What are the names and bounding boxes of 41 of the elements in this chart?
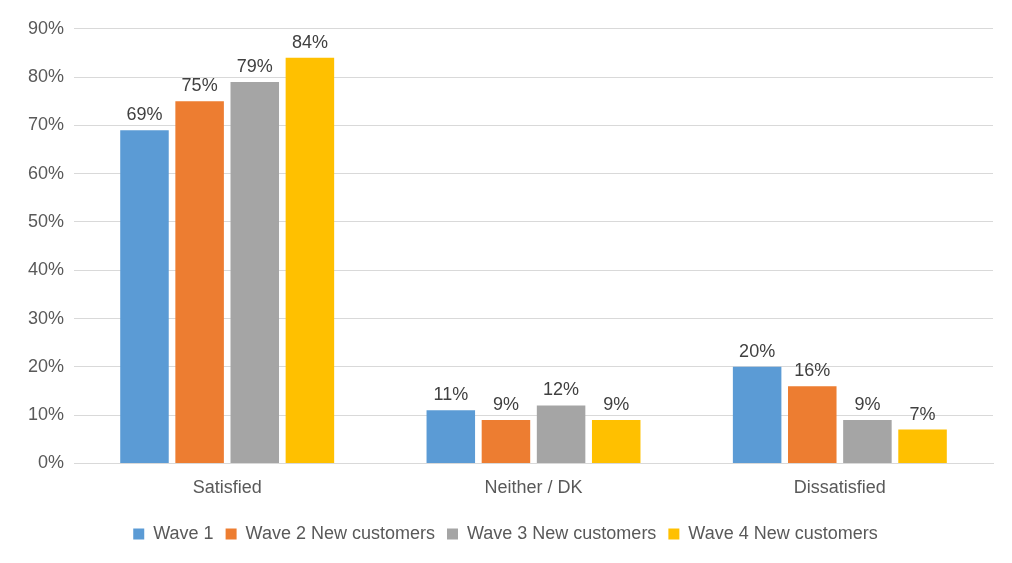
legend-label: Wave 1 bbox=[153, 522, 214, 543]
bar bbox=[481, 419, 531, 463]
data-label: 75% bbox=[181, 75, 218, 96]
legend-label: Wave 3 New customers bbox=[466, 522, 657, 543]
data-label: 9% bbox=[492, 393, 519, 414]
data-label: 16% bbox=[794, 360, 831, 381]
bar bbox=[175, 101, 224, 463]
x-tick-label: Dissatisfied bbox=[793, 477, 886, 498]
y-tick-label: 60% bbox=[28, 162, 65, 183]
data-label: 69% bbox=[126, 104, 163, 125]
legend-label: Wave 4 New customers bbox=[688, 522, 878, 543]
y-tick-label: 30% bbox=[28, 307, 65, 328]
data-label: 11% bbox=[433, 384, 469, 405]
data-label: 84% bbox=[291, 31, 328, 52]
y-tick-label: 10% bbox=[28, 404, 65, 425]
bar bbox=[843, 419, 892, 463]
bar bbox=[120, 130, 169, 463]
y-tick-label: 80% bbox=[28, 66, 65, 87]
y-tick-label: 20% bbox=[28, 355, 65, 376]
y-tick-label: 50% bbox=[28, 210, 65, 231]
y-tick-label: 70% bbox=[28, 114, 65, 135]
bar bbox=[591, 419, 641, 463]
y-tick-label: 40% bbox=[28, 259, 65, 280]
legend-label: Wave 2 New customers bbox=[245, 522, 435, 543]
bar bbox=[426, 410, 476, 463]
bar bbox=[230, 81, 280, 463]
y-tick-label: 90% bbox=[28, 17, 65, 38]
x-tick-label: Neither / DK bbox=[484, 477, 583, 498]
bar bbox=[732, 366, 782, 463]
bar bbox=[285, 57, 335, 463]
y-tick-label: 0% bbox=[38, 452, 65, 473]
data-label: 79% bbox=[236, 55, 273, 76]
bar bbox=[788, 386, 837, 463]
data-label: 9% bbox=[854, 393, 881, 414]
bar bbox=[536, 405, 586, 463]
data-label: 9% bbox=[603, 393, 630, 414]
data-label: 12% bbox=[543, 379, 580, 400]
x-tick-label: Satisfied bbox=[192, 477, 262, 498]
data-label: 7% bbox=[909, 403, 936, 424]
bar bbox=[898, 429, 947, 463]
data-label: 20% bbox=[739, 340, 776, 361]
